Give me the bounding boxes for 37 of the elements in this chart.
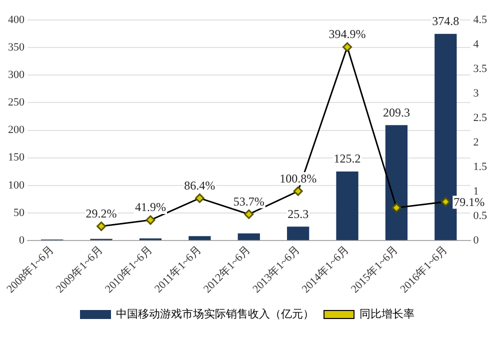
data-label: 209.3 bbox=[382, 105, 410, 120]
data-label: 29.2% bbox=[86, 206, 117, 220]
y2-tick-label: 4.5 bbox=[473, 14, 488, 26]
y2-tick-label: 2.5 bbox=[473, 112, 488, 124]
y2-tick-label: 4 bbox=[473, 38, 480, 50]
y-tick-label: 200 bbox=[8, 124, 25, 136]
data-label: 53.7% bbox=[233, 194, 264, 208]
data-label: 100.8% bbox=[280, 171, 317, 186]
y-tick-label: 300 bbox=[8, 69, 25, 82]
bar bbox=[287, 226, 310, 240]
data-label: 394.9% bbox=[328, 27, 366, 42]
data-label: 374.8 bbox=[432, 14, 460, 28]
y2-tick-label: 1 bbox=[473, 185, 479, 198]
legend-label: 同比增长率 bbox=[360, 307, 414, 320]
bar bbox=[385, 125, 408, 240]
y2-tick-label: 0.5 bbox=[473, 210, 488, 222]
y-tick-label: 350 bbox=[8, 41, 25, 54]
data-label: 125.2 bbox=[334, 152, 361, 166]
data-label: 86.4% bbox=[184, 178, 216, 192]
bar bbox=[238, 233, 260, 240]
data-label: 79.1% bbox=[454, 194, 485, 209]
bar bbox=[336, 172, 358, 240]
legend-label: 中国移动游戏市场实际销售收入（亿元） bbox=[116, 307, 314, 320]
y-tick-label: 0 bbox=[19, 234, 25, 246]
data-label: 25.3 bbox=[288, 206, 309, 221]
y2-tick-label: 3.5 bbox=[473, 62, 488, 75]
y2-tick-label: 3 bbox=[473, 87, 480, 100]
y-tick-label: 100 bbox=[8, 179, 25, 192]
y-tick-label: 150 bbox=[8, 152, 25, 164]
bar bbox=[188, 236, 211, 240]
y-tick-label: 400 bbox=[8, 14, 25, 26]
y-tick-label: 50 bbox=[14, 206, 25, 219]
y2-tick-label: 2 bbox=[473, 136, 479, 148]
y-tick-label: 250 bbox=[8, 96, 25, 109]
y2-tick-label: 1.5 bbox=[473, 160, 488, 173]
data-label: 41.9% bbox=[134, 200, 166, 214]
y2-tick-label: 0 bbox=[473, 234, 480, 246]
